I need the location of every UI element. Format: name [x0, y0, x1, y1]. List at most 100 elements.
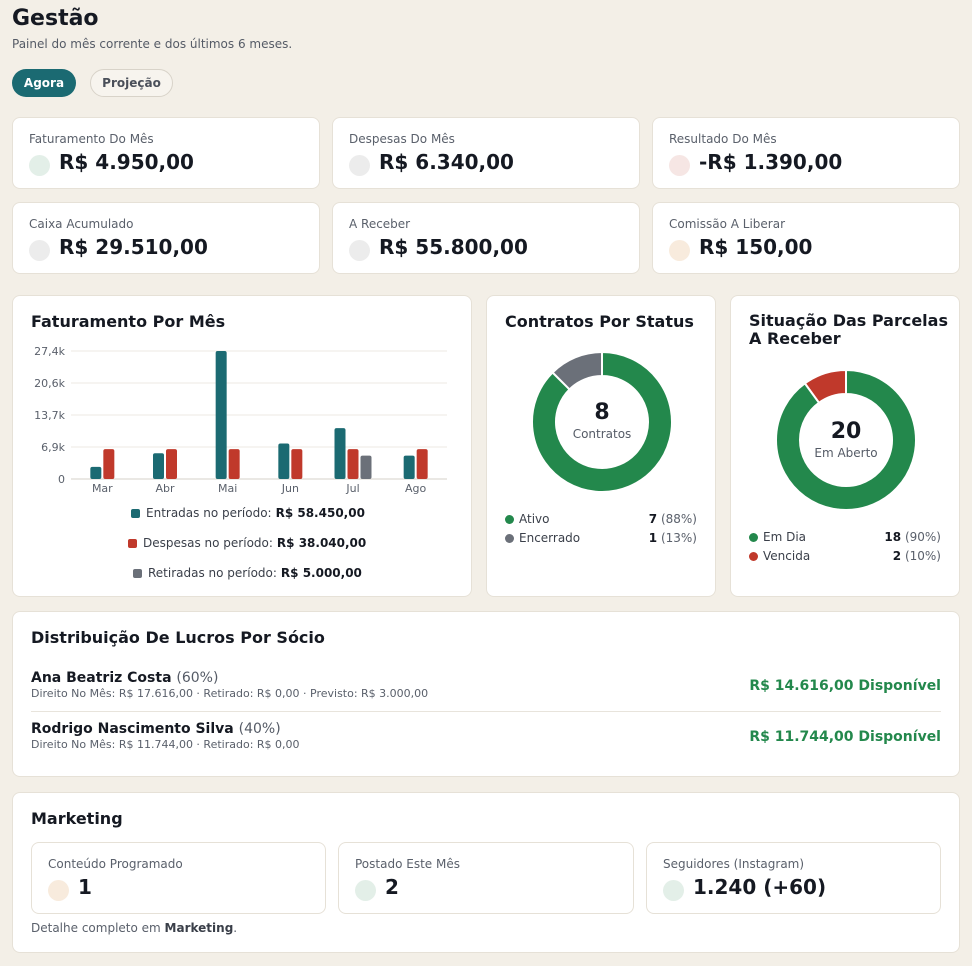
kpi-card-comissao: Comissão A Liberar R$ 150,00 [652, 202, 960, 274]
kpi-label: Resultado Do Mês [669, 132, 777, 146]
legend-dot [505, 514, 514, 524]
legend-encerrado: Encerrado [505, 531, 580, 545]
legend-label: Despesas no período: [143, 536, 273, 550]
installments-caption: Em Aberto [814, 446, 878, 460]
legend-dot [505, 533, 514, 543]
bar-retiradas-jul [360, 455, 372, 479]
legend-ativo: Ativo [505, 512, 549, 526]
kpi-indicator-icon [349, 240, 370, 261]
kpi-indicator-icon [29, 240, 50, 261]
x-tick-label: Ago [405, 482, 427, 495]
marketing-stat-icon [48, 880, 69, 901]
revenue-chart-title: Faturamento Por Mês [31, 312, 226, 331]
legend-encerrado-value: 1 (13%) [649, 531, 697, 545]
donut-slice-ativo [531, 351, 673, 493]
bar-entradas-mar [90, 466, 102, 479]
legend-value: R$ 38.040,00 [276, 536, 367, 550]
tab-projecao[interactable]: Projeção [90, 69, 173, 97]
profit-distribution-card: Distribuição De Lucros Por Sócio Ana Bea… [12, 611, 960, 777]
contracts-title: Contratos Por Status [505, 312, 694, 331]
legend-pct: (13%) [660, 531, 697, 545]
legend-entradas: Entradas no período: R$ 58.450,00 [131, 506, 365, 520]
kpi-label: Faturamento Do Mês [29, 132, 154, 146]
marketing-stat-value: 1.240 (+60) [693, 875, 827, 899]
marketing-title: Marketing [31, 809, 123, 828]
bar-despesas-mai [228, 449, 240, 479]
partner-available: R$ 11.744,00 Disponível [749, 729, 941, 745]
marketing-link[interactable]: Marketing [164, 921, 234, 935]
marketing-stat-postado: Postado Este Mês 2 [338, 842, 634, 914]
donut-slice-em-dia [775, 369, 917, 511]
contracts-caption: Contratos [572, 427, 632, 441]
marketing-footnote: Detalhe completo em Marketing. [31, 921, 237, 935]
x-tick-label: Mai [218, 482, 237, 495]
partner-name: Ana Beatriz Costa (60%) [31, 670, 218, 686]
partner-name-text: Ana Beatriz Costa [31, 670, 172, 686]
contracts-total: 8 [594, 400, 610, 425]
partner-detail: Direito No Mês: R$ 17.616,00 · Retirado:… [31, 687, 429, 700]
marketing-stat-conteudo: Conteúdo Programado 1 [31, 842, 326, 914]
marketing-stat-icon [663, 880, 684, 901]
partner-share: (60%) [176, 670, 219, 686]
kpi-card-despesas: Despesas Do Mês R$ 6.340,00 [332, 117, 640, 189]
marketing-stat-value: 2 [385, 875, 399, 899]
bar-despesas-jul [347, 449, 359, 479]
kpi-value: R$ 55.800,00 [379, 235, 528, 259]
legend-swatch [131, 508, 140, 518]
legend-label: Retiradas no período: [148, 566, 277, 580]
installments-card: Situação Das Parcelas A Receber 20 Em Ab… [730, 295, 960, 597]
x-tick-label: Mar [92, 482, 113, 495]
revenue-chart-card: Faturamento Por Mês 0 6,9k 13,7k 20,6k 27,4k… [12, 295, 472, 597]
partner-available: R$ 14.616,00 Disponível [749, 678, 941, 694]
kpi-value: R$ 29.510,00 [59, 235, 208, 259]
tab-agora[interactable]: Agora [12, 69, 76, 97]
legend-pct: (10%) [904, 549, 941, 563]
kpi-indicator-icon [669, 240, 690, 261]
bar-entradas-ago [403, 455, 415, 479]
kpi-card-faturamento: Faturamento Do Mês R$ 4.950,00 [12, 117, 320, 189]
kpi-card-a-receber: A Receber R$ 55.800,00 [332, 202, 640, 274]
marketing-stat-label: Conteúdo Programado [48, 857, 183, 871]
marketing-stat-icon [355, 880, 376, 901]
partner-name: Rodrigo Nascimento Silva (40%) [31, 721, 281, 737]
bar-entradas-jul [334, 428, 346, 479]
x-tick-label: Jun [281, 482, 299, 495]
legend-label: Em Dia [763, 530, 807, 544]
marketing-stat-label: Seguidores (Instagram) [663, 857, 805, 871]
installments-donut-chart [775, 369, 917, 511]
kpi-indicator-icon [29, 155, 50, 176]
legend-count: 1 [648, 531, 658, 545]
kpi-value: -R$ 1.390,00 [699, 150, 843, 174]
legend-despesas: Despesas no período: R$ 38.040,00 [128, 536, 366, 550]
legend-label: Vencida [763, 549, 811, 563]
legend-em-dia-value: 18 (90%) [884, 530, 941, 544]
bar-despesas-mar [103, 449, 115, 479]
profit-distribution-title: Distribuição De Lucros Por Sócio [31, 628, 325, 647]
x-tick-label: Jul [345, 482, 359, 495]
legend-pct: (88%) [660, 512, 697, 526]
bar-despesas-jun [291, 449, 303, 479]
installments-title: Situação Das Parcelas A Receber [749, 311, 948, 348]
bar-entradas-mai [215, 351, 227, 479]
bar-entradas-abr [153, 453, 164, 479]
bar-despesas-abr [166, 449, 177, 479]
legend-vencida: Vencida [749, 549, 810, 563]
legend-value: R$ 5.000,00 [280, 566, 362, 580]
legend-retiradas: Retiradas no período: R$ 5.000,00 [133, 566, 362, 580]
kpi-label: Despesas Do Mês [349, 132, 455, 146]
legend-label: Encerrado [519, 531, 581, 545]
legend-label: Entradas no período: [146, 506, 272, 520]
footnote-prefix: Detalhe completo em [31, 921, 161, 935]
x-tick-label: Abr [155, 482, 175, 495]
legend-count: 18 [884, 530, 902, 544]
legend-value: R$ 58.450,00 [275, 506, 365, 520]
marketing-card: Marketing Conteúdo Programado 1 Postado … [12, 792, 960, 953]
legend-ativo-value: 7 (88%) [649, 512, 697, 526]
legend-count: 7 [648, 512, 658, 526]
installments-donut-center: 20 Em Aberto [786, 419, 906, 460]
kpi-label: A Receber [349, 217, 411, 231]
kpi-label: Comissão A Liberar [669, 217, 786, 231]
kpi-card-resultado: Resultado Do Mês -R$ 1.390,00 [652, 117, 960, 189]
y-tick-label: 13,7k [34, 409, 65, 422]
y-tick-label: 0 [58, 473, 65, 486]
